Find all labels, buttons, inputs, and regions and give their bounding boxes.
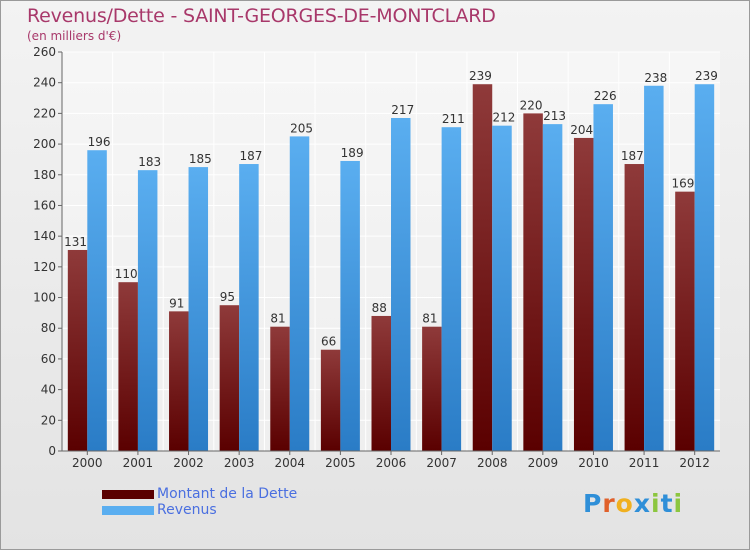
bar-revenus	[542, 124, 563, 451]
y-axis: 0 20 40 60 80 100 120 140 160 180 200 220 240 260	[33, 45, 63, 458]
data-label-dette: 169	[671, 177, 694, 191]
data-label-revenus: 187	[239, 149, 262, 163]
legend-label-dette: Montant de la Dette	[157, 486, 298, 502]
bar-dette	[320, 349, 341, 451]
y-tick-label: 240	[33, 76, 56, 90]
data-label-dette: 110	[115, 267, 138, 281]
data-label-dette: 204	[570, 123, 593, 137]
bar-dette	[371, 315, 391, 451]
y-tick-label: 40	[41, 383, 56, 397]
logo-letter: o	[615, 489, 634, 518]
bar-revenus	[441, 127, 462, 451]
x-tick-label: 2007	[426, 456, 457, 470]
data-label-revenus: 239	[695, 69, 718, 83]
data-label-revenus: 217	[391, 103, 414, 117]
data-label-revenus: 238	[644, 71, 667, 85]
legend-label-revenus: Revenus	[157, 502, 217, 518]
data-label-revenus: 183	[138, 155, 161, 169]
bar-revenus	[391, 117, 411, 451]
data-label-revenus: 226	[594, 89, 617, 103]
bar-revenus	[644, 85, 664, 451]
data-label-dette: 239	[469, 69, 492, 83]
y-tick-label: 100	[33, 291, 56, 305]
data-labels: 131 196 110 183 91 185 95 187 81 205 66 189 88 217 81 2…	[64, 69, 718, 348]
x-tick-label: 2005	[325, 456, 356, 470]
logo-letter: x	[633, 489, 651, 518]
data-label-revenus: 211	[442, 112, 465, 126]
x-tick-label: 2004	[274, 456, 305, 470]
bar-dette	[67, 249, 88, 451]
bar-revenus	[239, 164, 259, 451]
data-label-revenus: 196	[88, 135, 111, 149]
x-tick-label: 2000	[72, 456, 103, 470]
bar-revenus	[593, 104, 613, 451]
bar-revenus	[340, 160, 360, 451]
bar-dette	[472, 84, 493, 451]
data-label-dette: 95	[220, 290, 235, 304]
x-tick-label: 2009	[528, 456, 559, 470]
bar-dette	[422, 326, 442, 451]
bar-dette	[675, 191, 695, 451]
bar-revenus	[137, 170, 158, 451]
x-tick-label: 2006	[376, 456, 407, 470]
bars	[67, 84, 715, 452]
y-tick-label: 160	[33, 198, 56, 212]
bar-dette	[573, 137, 594, 451]
bar-dette	[270, 326, 290, 451]
y-tick-label: 80	[41, 321, 56, 335]
data-label-revenus: 205	[290, 121, 313, 135]
bar-revenus	[694, 84, 715, 451]
data-label-revenus: 189	[341, 146, 364, 160]
chart-title: Revenus/Dette - SAINT-GEORGES-DE-MONTCLA…	[27, 5, 496, 27]
y-tick-label: 200	[33, 137, 56, 151]
legend-swatch-dette	[102, 490, 154, 499]
x-tick-label: 2010	[578, 456, 609, 470]
data-label-dette: 81	[422, 312, 437, 326]
x-tick-label: 2008	[477, 456, 508, 470]
data-label-dette: 66	[321, 335, 336, 349]
data-label-dette: 88	[372, 301, 387, 315]
logo-letter: t	[660, 489, 674, 518]
data-label-revenus: 185	[189, 152, 212, 166]
x-axis: 2000 2001 2002 2003 2004 2005 2006 2007 2008 2009…	[62, 450, 720, 470]
logo-letter: r	[602, 489, 616, 518]
data-label-dette: 131	[64, 235, 87, 249]
data-label-dette: 81	[270, 312, 285, 326]
legend-swatch-revenus	[102, 506, 154, 515]
bar-dette	[118, 282, 138, 451]
data-label-revenus: 212	[493, 111, 516, 125]
y-tick-label: 20	[41, 413, 56, 427]
chart-subtitle: (en milliers d'€)	[27, 29, 122, 43]
bar-dette	[523, 113, 543, 451]
logo-letter: i	[673, 489, 684, 518]
bar-dette	[219, 305, 240, 451]
x-tick-label: 2001	[123, 456, 154, 470]
logo-letter: P	[583, 489, 603, 518]
bar-dette	[169, 311, 189, 451]
bar-revenus	[188, 167, 209, 451]
proxiti-logo: Proxiti	[583, 489, 683, 518]
x-tick-label: 2003	[224, 456, 255, 470]
y-tick-label: 120	[33, 260, 56, 274]
y-tick-label: 140	[33, 229, 56, 243]
bar-revenus	[87, 150, 107, 451]
y-tick-label: 260	[33, 45, 56, 59]
data-label-dette: 91	[169, 296, 184, 310]
bar-revenus	[492, 125, 512, 452]
data-label-revenus: 213	[543, 109, 566, 123]
bar-dette	[624, 164, 645, 451]
bar-revenus	[289, 136, 310, 451]
x-tick-label: 2002	[173, 456, 204, 470]
y-tick-label: 0	[48, 444, 56, 458]
data-label-dette: 187	[621, 149, 644, 163]
logo-letter: i	[651, 489, 661, 518]
y-tick-label: 180	[33, 168, 56, 182]
x-tick-label: 2012	[679, 456, 710, 470]
y-tick-label: 60	[41, 352, 56, 366]
x-tick-label: 2011	[629, 456, 660, 470]
data-label-dette: 220	[520, 98, 543, 112]
y-tick-label: 220	[33, 106, 56, 120]
